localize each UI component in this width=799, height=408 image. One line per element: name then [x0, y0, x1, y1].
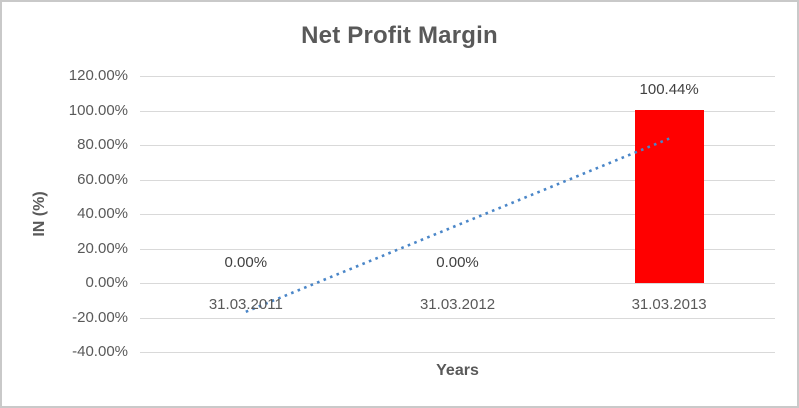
- x-axis-title: Years: [436, 362, 479, 379]
- y-axis-tick-label: 100.00%: [68, 101, 128, 119]
- gridline: [140, 317, 775, 319]
- gridline: [140, 76, 775, 77]
- y-axis-tick-label: 40.00%: [77, 205, 128, 222]
- y-axis-tick-label: 0.00%: [85, 274, 128, 291]
- x-axis-tick-label: 31.03.2013: [631, 296, 707, 313]
- y-axis-tick-label: 60.00%: [77, 170, 128, 188]
- y-axis-tick-label: -40.00%: [72, 343, 128, 360]
- chart-title: Net Profit Margin: [301, 22, 498, 49]
- y-axis-tick-label: -20.00%: [72, 308, 128, 326]
- gridline: [140, 283, 775, 284]
- y-axis-tick-label: 80.00%: [77, 136, 128, 153]
- data-label: 0.00%: [224, 254, 268, 271]
- bar-31.03.2013: [634, 109, 704, 283]
- data-label: 100.44%: [639, 80, 699, 98]
- y-axis-tick-label: 120.00%: [68, 67, 128, 84]
- gridline: [140, 352, 775, 353]
- data-label: 0.00%: [436, 254, 479, 271]
- x-axis-tick-label: 31.03.2012: [419, 296, 496, 313]
- y-axis-tick-label: 20.00%: [77, 239, 128, 257]
- x-axis-tick-label: 31.03.2011: [208, 296, 283, 313]
- gridline: [140, 110, 775, 112]
